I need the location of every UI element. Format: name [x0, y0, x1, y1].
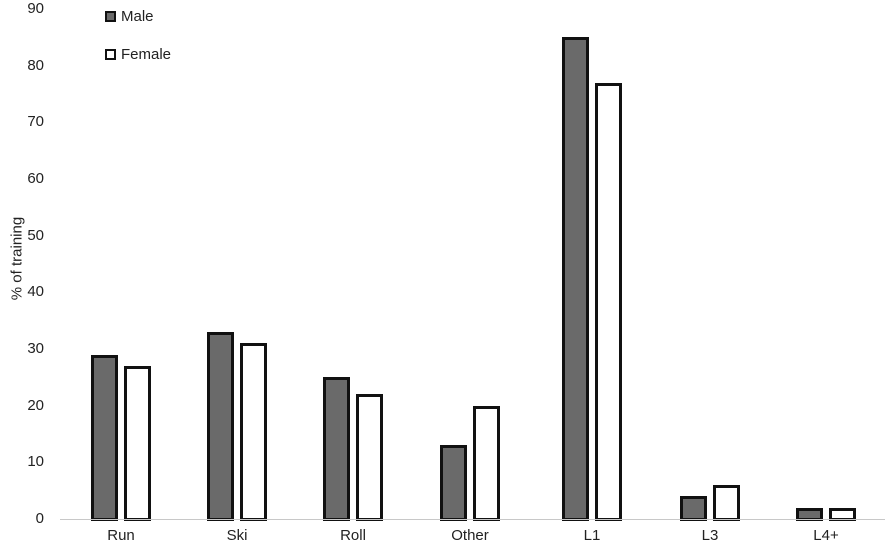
x-category-label: Other: [451, 527, 489, 544]
legend-label-female: Female: [121, 46, 172, 63]
x-category-label: Roll: [340, 527, 366, 544]
bar-female-run: [124, 366, 151, 521]
bar-male-l1: [562, 37, 589, 521]
bar-female-ski: [240, 343, 267, 521]
x-category-label: L1: [583, 527, 601, 544]
x-category-label: L4+: [813, 527, 839, 544]
bar-female-other: [473, 405, 500, 521]
y-tick: 0: [35, 510, 44, 527]
bar-male-run: [91, 354, 118, 521]
legend-swatch-female: [105, 49, 116, 60]
legend-item-female: Female: [105, 46, 171, 63]
bar-male-l3: [680, 496, 707, 521]
x-category-label: Ski: [226, 527, 248, 544]
bar-female-l1: [595, 82, 622, 521]
y-tick: 30: [27, 340, 44, 357]
x-axis-line: [60, 519, 885, 520]
bar-female-roll: [356, 394, 383, 521]
y-tick: 50: [27, 226, 44, 244]
x-category-label: L3: [701, 527, 719, 544]
y-tick: 60: [27, 170, 44, 187]
y-tick: 90: [27, 0, 44, 17]
legend-swatch-male: [105, 11, 116, 22]
y-tick: 20: [27, 396, 44, 414]
bar-male-roll: [323, 377, 350, 521]
bar-female-l3: [713, 485, 740, 521]
bar-male-ski: [207, 332, 234, 521]
y-tick: 80: [27, 56, 44, 74]
y-tick: 70: [27, 113, 44, 131]
y-tick: 40: [27, 283, 44, 301]
x-category-label: Run: [107, 527, 135, 544]
legend-label-male: Male: [121, 8, 154, 25]
y-tick: 10: [27, 453, 44, 471]
legend-item-male: Male: [105, 8, 154, 25]
bar-male-other: [440, 445, 467, 521]
